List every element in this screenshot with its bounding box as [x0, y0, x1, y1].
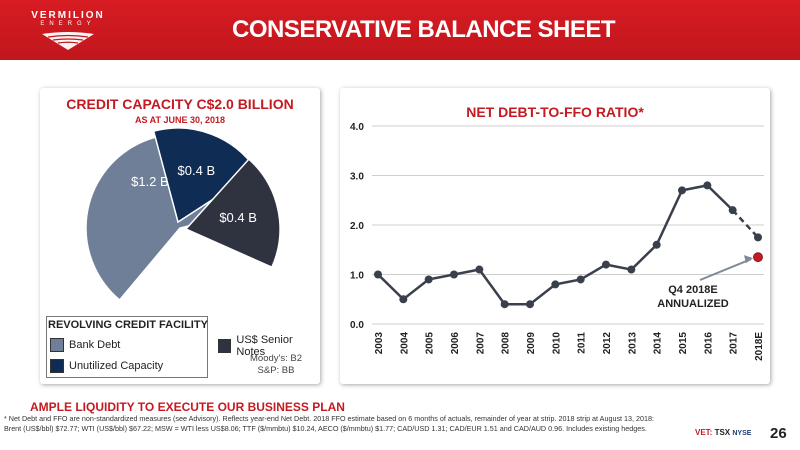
logo-subname: ENERGY — [40, 21, 96, 27]
x-tick-label: 2007 — [475, 332, 486, 355]
legend-label-bank-debt: Bank Debt — [69, 339, 121, 351]
ratio-point-2014 — [652, 240, 661, 249]
credit-capacity-panel: CREDIT CAPACITY C$2.0 BILLION AS AT JUNE… — [40, 88, 320, 384]
footnote: * Net Debt and FFO are non-standardized … — [4, 414, 694, 434]
legend-label-senior-notes: US$ Senior Notes — [236, 334, 293, 358]
x-tick-label: 2018E — [754, 332, 765, 361]
exchange-nyse: NYSE — [732, 430, 752, 437]
rating-moodys: Moody's: B2 — [250, 353, 302, 364]
rating-sp: S&P: BB — [257, 365, 295, 376]
logo-swoosh-icon — [42, 32, 94, 50]
y-tick-label: 1.0 — [350, 271, 364, 282]
ratio-chart-title: NET DEBT-TO-FFO RATIO* — [466, 104, 644, 120]
ratio-point-2015 — [678, 186, 686, 195]
legend-title: REVOLVING CREDIT FACILITY — [48, 319, 208, 331]
page-title: CONSERVATIVE BALANCE SHEET — [232, 16, 616, 43]
annotation-arrowhead-icon — [744, 255, 753, 264]
ratio-point-2005 — [424, 275, 433, 284]
logo-name: VERMILION — [31, 10, 105, 21]
pie-label-bank-debt: $1.2 B — [131, 173, 169, 189]
tagline: AMPLE LIQUIDITY TO EXECUTE OUR BUSINESS … — [30, 400, 345, 414]
annotation-line-1: Q4 2018E — [668, 284, 718, 296]
ratio-point-2011 — [576, 275, 585, 284]
legend-item-bank-debt: Bank Debt — [50, 338, 120, 352]
x-tick-label: 2013 — [627, 332, 638, 355]
revolving-facility-legend — [46, 316, 208, 378]
x-tick-label: 2009 — [526, 332, 537, 355]
slide-header: VERMILION ENERGY CONSERVATIVE BALANCE SH… — [0, 0, 800, 60]
exchange-listing: VET: TSX NYSE — [695, 428, 751, 437]
company-logo: VERMILION ENERGY — [18, 6, 118, 54]
legend-item-senior-notes: US$ Senior Notes — [218, 334, 320, 358]
x-tick-label: 2005 — [425, 332, 436, 355]
annotation-line-2: ANNUALIZED — [657, 298, 729, 310]
x-tick-label: 2012 — [602, 332, 613, 355]
page-number: 26 — [770, 425, 787, 442]
x-tick-label: 2003 — [374, 332, 385, 355]
ratio-point-2004 — [399, 295, 408, 304]
x-tick-label: 2011 — [577, 332, 588, 354]
ratio-forecast-line — [731, 209, 759, 239]
ratio-point-2017 — [728, 206, 737, 215]
ratio-point-2008 — [500, 300, 509, 309]
legend-swatch-unutilized — [50, 359, 64, 373]
x-tick-label: 2010 — [551, 332, 562, 355]
y-tick-label: 3.0 — [350, 172, 364, 183]
legend-label-unutilized: Unutilized Capacity — [69, 360, 164, 372]
y-tick-label: 2.0 — [350, 221, 364, 232]
ratio-point-2013 — [627, 265, 636, 274]
ratio-point-2003 — [374, 270, 382, 279]
ratio-point-2018E — [754, 233, 762, 242]
legend-item-unutilized: Unutilized Capacity — [50, 359, 163, 373]
pie-slice-senior-notes — [184, 158, 281, 269]
ratio-point-2012 — [602, 260, 610, 269]
credit-pie-chart — [85, 127, 281, 302]
footnote-line-2: Brent (US$/bbl) $72.77; WTI (US$/bbl) $6… — [4, 424, 647, 433]
x-tick-label: 2008 — [501, 332, 512, 355]
pie-label-senior-notes: $0.4 B — [219, 209, 257, 225]
x-tick-label: 2004 — [399, 332, 410, 355]
pie-label-unutilized: $0.4 B — [177, 163, 216, 179]
net-debt-ffo-panel: NET DEBT-TO-FFO RATIO* 0.0 1.0 2.0 3.0 4.0 20… — [340, 88, 770, 384]
y-tick-label: 0.0 — [350, 320, 364, 331]
credit-capacity-title: CREDIT CAPACITY C$2.0 BILLION — [66, 96, 294, 112]
ratio-point-2007 — [475, 265, 484, 274]
credit-capacity-subtitle: AS AT JUNE 30, 2018 — [134, 115, 226, 125]
ratio-line-chart: 0.0 1.0 2.0 3.0 4.0 2003 2004 2005 2006 2007 2008 2… — [350, 122, 765, 361]
x-tick-label: 2015 — [678, 332, 689, 355]
x-tick-label: 2017 — [729, 332, 740, 355]
exchange-tsx: TSX — [714, 428, 731, 437]
y-tick-label: 4.0 — [350, 122, 364, 133]
x-tick-label: 2006 — [450, 332, 461, 355]
ratio-point-2010 — [551, 280, 560, 289]
forecast-point-q4-2018e — [753, 252, 763, 263]
ratio-point-2006 — [450, 270, 458, 279]
ratio-point-2009 — [526, 300, 534, 309]
annotation-arrow — [699, 258, 752, 281]
ratio-point-2016 — [703, 181, 712, 190]
footnote-line-1: * Net Debt and FFO are non-standardized … — [4, 414, 655, 423]
legend-swatch-bank-debt — [50, 338, 64, 352]
exchange-vet: VET: — [695, 428, 713, 437]
legend-swatch-senior-notes — [218, 339, 232, 353]
x-tick-label: 2014 — [653, 332, 664, 355]
x-tick-label: 2016 — [703, 332, 714, 355]
